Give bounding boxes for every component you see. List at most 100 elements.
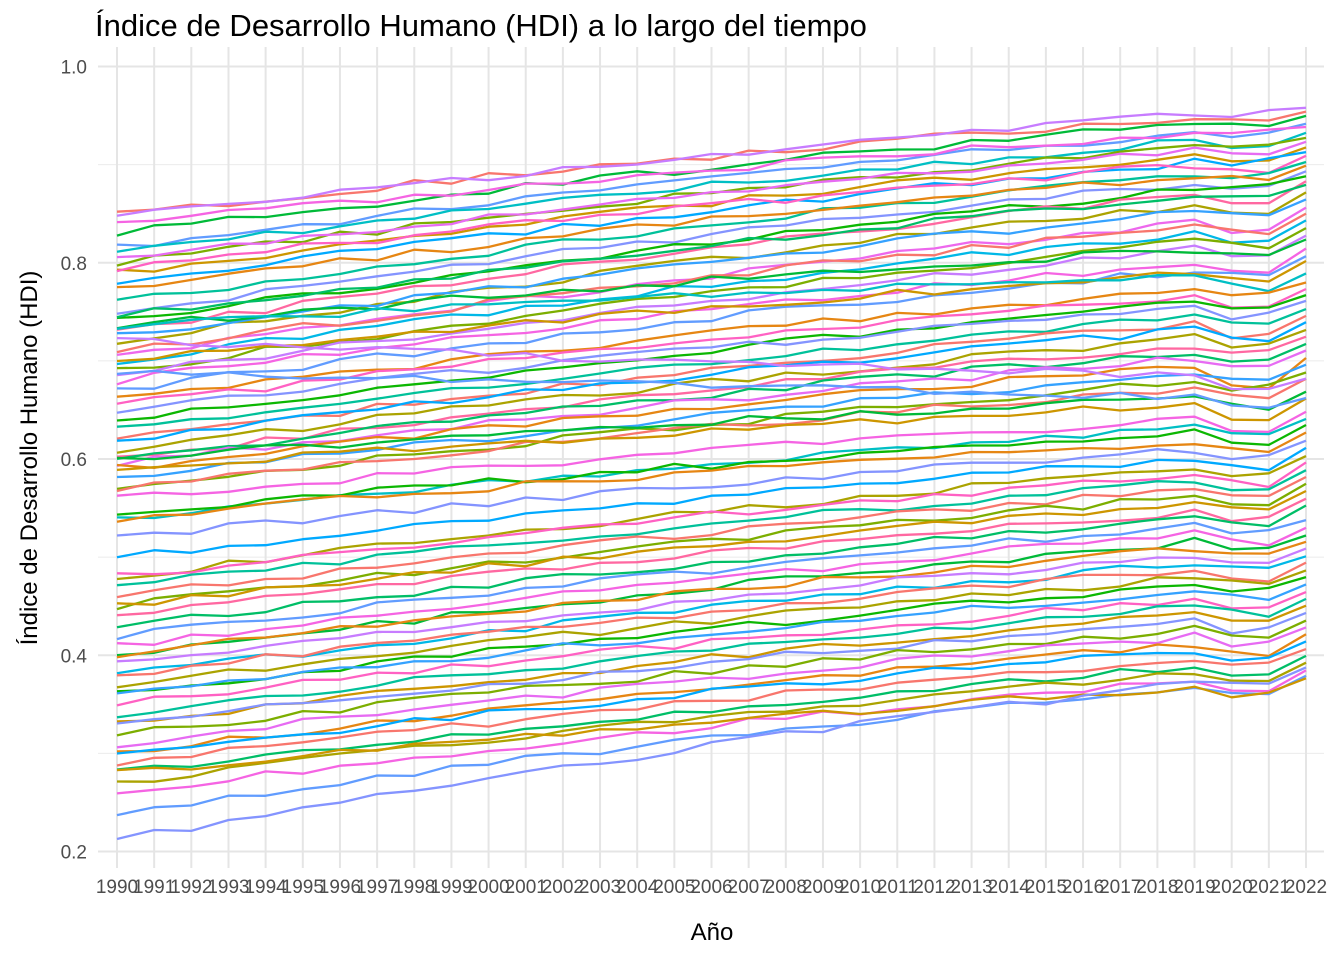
- x-tick-label: 2005: [653, 877, 695, 898]
- series-line: [116, 342, 1307, 461]
- series-line: [116, 363, 1307, 479]
- series-line: [116, 482, 1307, 611]
- series-line: [116, 125, 1307, 224]
- y-tick-label: 1.0: [61, 58, 87, 79]
- series-line: [116, 191, 1307, 345]
- series-line: [116, 150, 1307, 285]
- x-tick-label: 1990: [96, 877, 138, 898]
- series-line: [116, 314, 1307, 440]
- y-tick-label: 0.4: [61, 646, 88, 667]
- series-line: [116, 219, 1307, 366]
- series-line: [116, 212, 1307, 354]
- series-line: [116, 526, 1307, 646]
- x-tick-label: 2006: [690, 877, 732, 898]
- series-line: [116, 321, 1307, 442]
- series-line: [116, 308, 1307, 428]
- series-line: [116, 336, 1307, 391]
- x-tick-label: 1998: [393, 877, 435, 898]
- y-tick-label: 0.6: [61, 450, 87, 471]
- x-tick-label: 2013: [950, 877, 992, 898]
- x-tick-label: 2017: [1099, 877, 1141, 898]
- series-line: [116, 666, 1307, 841]
- series-line: [116, 569, 1307, 689]
- series-line: [116, 206, 1307, 357]
- series-line: [116, 397, 1307, 472]
- series-line: [116, 591, 1307, 707]
- x-axis-title: Año: [691, 919, 734, 946]
- x-tick-labels: 1990199119921993199419951996199719981999…: [96, 877, 1327, 898]
- x-tick-label: 2015: [1025, 877, 1067, 898]
- series-line: [116, 431, 1307, 523]
- series-line: [116, 259, 1307, 363]
- series-line: [116, 540, 1307, 659]
- series-line: [116, 423, 1307, 516]
- series-line: [116, 164, 1307, 289]
- series-line: [116, 131, 1307, 253]
- series-line: [116, 669, 1307, 795]
- y-axis-title: Índice de Desarrollo Humano (HDI): [16, 271, 43, 646]
- x-tick-label: 1993: [207, 877, 249, 898]
- series-line: [116, 140, 1307, 259]
- x-tick-label: 1997: [356, 877, 398, 898]
- series-line: [116, 575, 1307, 693]
- series-line: [116, 299, 1307, 414]
- x-tick-label: 2011: [877, 877, 918, 898]
- x-tick-label: 2000: [467, 877, 509, 898]
- series-line: [116, 461, 1307, 576]
- x-tick-label: 2019: [1173, 877, 1215, 898]
- series-line: [116, 272, 1307, 330]
- series-line: [116, 146, 1307, 273]
- x-tick-label: 2009: [802, 877, 844, 898]
- x-tick-label: 2018: [1136, 877, 1178, 898]
- series-line: [116, 122, 1307, 248]
- series-line: [116, 583, 1307, 695]
- x-tick-label: 2022: [1285, 877, 1327, 898]
- y-tick-label: 0.8: [61, 254, 87, 275]
- series-line: [116, 390, 1307, 461]
- series-line: [116, 611, 1307, 725]
- series-line: [116, 504, 1307, 629]
- series-line: [116, 555, 1307, 675]
- y-tick-labels: 0.2 0.4 0.6 0.8 1.0: [61, 58, 88, 864]
- series-line: [116, 654, 1307, 771]
- series-line: [116, 328, 1307, 454]
- x-tick-label: 1995: [282, 877, 324, 898]
- series-line: [116, 369, 1307, 409]
- series-line: [116, 110, 1307, 213]
- x-tick-label: 1999: [430, 877, 472, 898]
- x-tick-label: 2007: [728, 877, 770, 898]
- x-tick-label: 1991: [133, 877, 175, 898]
- x-tick-label: 2004: [616, 877, 659, 898]
- series-line: [116, 561, 1307, 677]
- series-line: [116, 183, 1307, 319]
- series-line: [116, 475, 1307, 599]
- series-line: [116, 661, 1307, 783]
- series-line: [116, 294, 1307, 422]
- series-line: [116, 497, 1307, 617]
- series-line: [116, 287, 1307, 405]
- series-line: [116, 255, 1307, 390]
- x-tick-label: 2001: [505, 877, 547, 898]
- series-line: [116, 640, 1307, 755]
- series-line: [116, 677, 1307, 772]
- x-tick-label: 1994: [244, 877, 287, 898]
- series-line: [116, 349, 1307, 468]
- x-tick-label: 2016: [1062, 877, 1104, 898]
- series-line: [116, 106, 1307, 217]
- series-line: [116, 469, 1307, 587]
- series-line: [116, 281, 1307, 398]
- series-line: [116, 154, 1307, 273]
- x-tick-label: 2021: [1248, 877, 1290, 898]
- series-line: [116, 247, 1307, 386]
- x-tick-label: 1992: [170, 877, 212, 898]
- series-line: [116, 170, 1307, 315]
- x-tick-label: 2002: [542, 877, 584, 898]
- series-line: [116, 604, 1307, 723]
- series-line: [116, 335, 1307, 458]
- chart-title: Índice de Desarrollo Humano (HDI) a lo l…: [95, 8, 867, 43]
- x-tick-label: 2014: [988, 877, 1031, 898]
- series-line: [116, 648, 1307, 767]
- series-line: [116, 238, 1307, 330]
- series-line: [116, 439, 1307, 537]
